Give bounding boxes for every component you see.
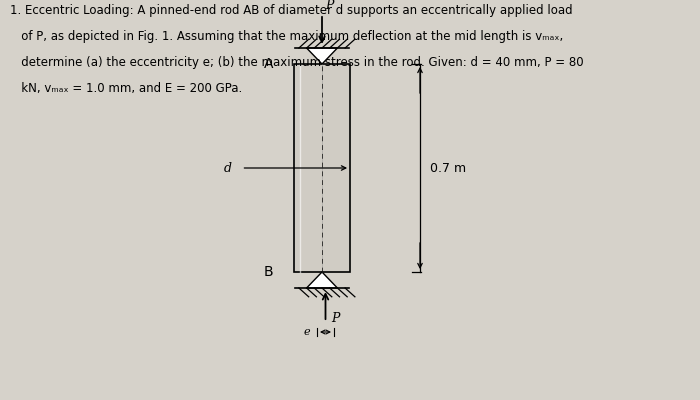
Text: e: e <box>304 327 310 337</box>
Text: P: P <box>326 0 334 12</box>
Text: A: A <box>263 57 273 71</box>
Text: d: d <box>224 162 232 174</box>
Text: kN, vₘₐₓ = 1.0 mm, and E = 200 GPa.: kN, vₘₐₓ = 1.0 mm, and E = 200 GPa. <box>10 82 243 95</box>
Bar <box>294 64 350 272</box>
Polygon shape <box>307 272 337 288</box>
Text: determine (a) the eccentricity e; (b) the maximum stress in the rod. Given: d = : determine (a) the eccentricity e; (b) th… <box>10 56 584 69</box>
Text: B: B <box>263 265 273 279</box>
Text: 0.7 m: 0.7 m <box>430 162 467 174</box>
Text: 1. Eccentric Loading: A pinned-end rod AB of diameter d supports an eccentricall: 1. Eccentric Loading: A pinned-end rod A… <box>10 4 573 17</box>
Polygon shape <box>307 48 337 64</box>
Text: of P, as depicted in Fig. 1. Assuming that the maximum deflection at the mid len: of P, as depicted in Fig. 1. Assuming th… <box>10 30 564 43</box>
Text: P: P <box>331 312 340 324</box>
